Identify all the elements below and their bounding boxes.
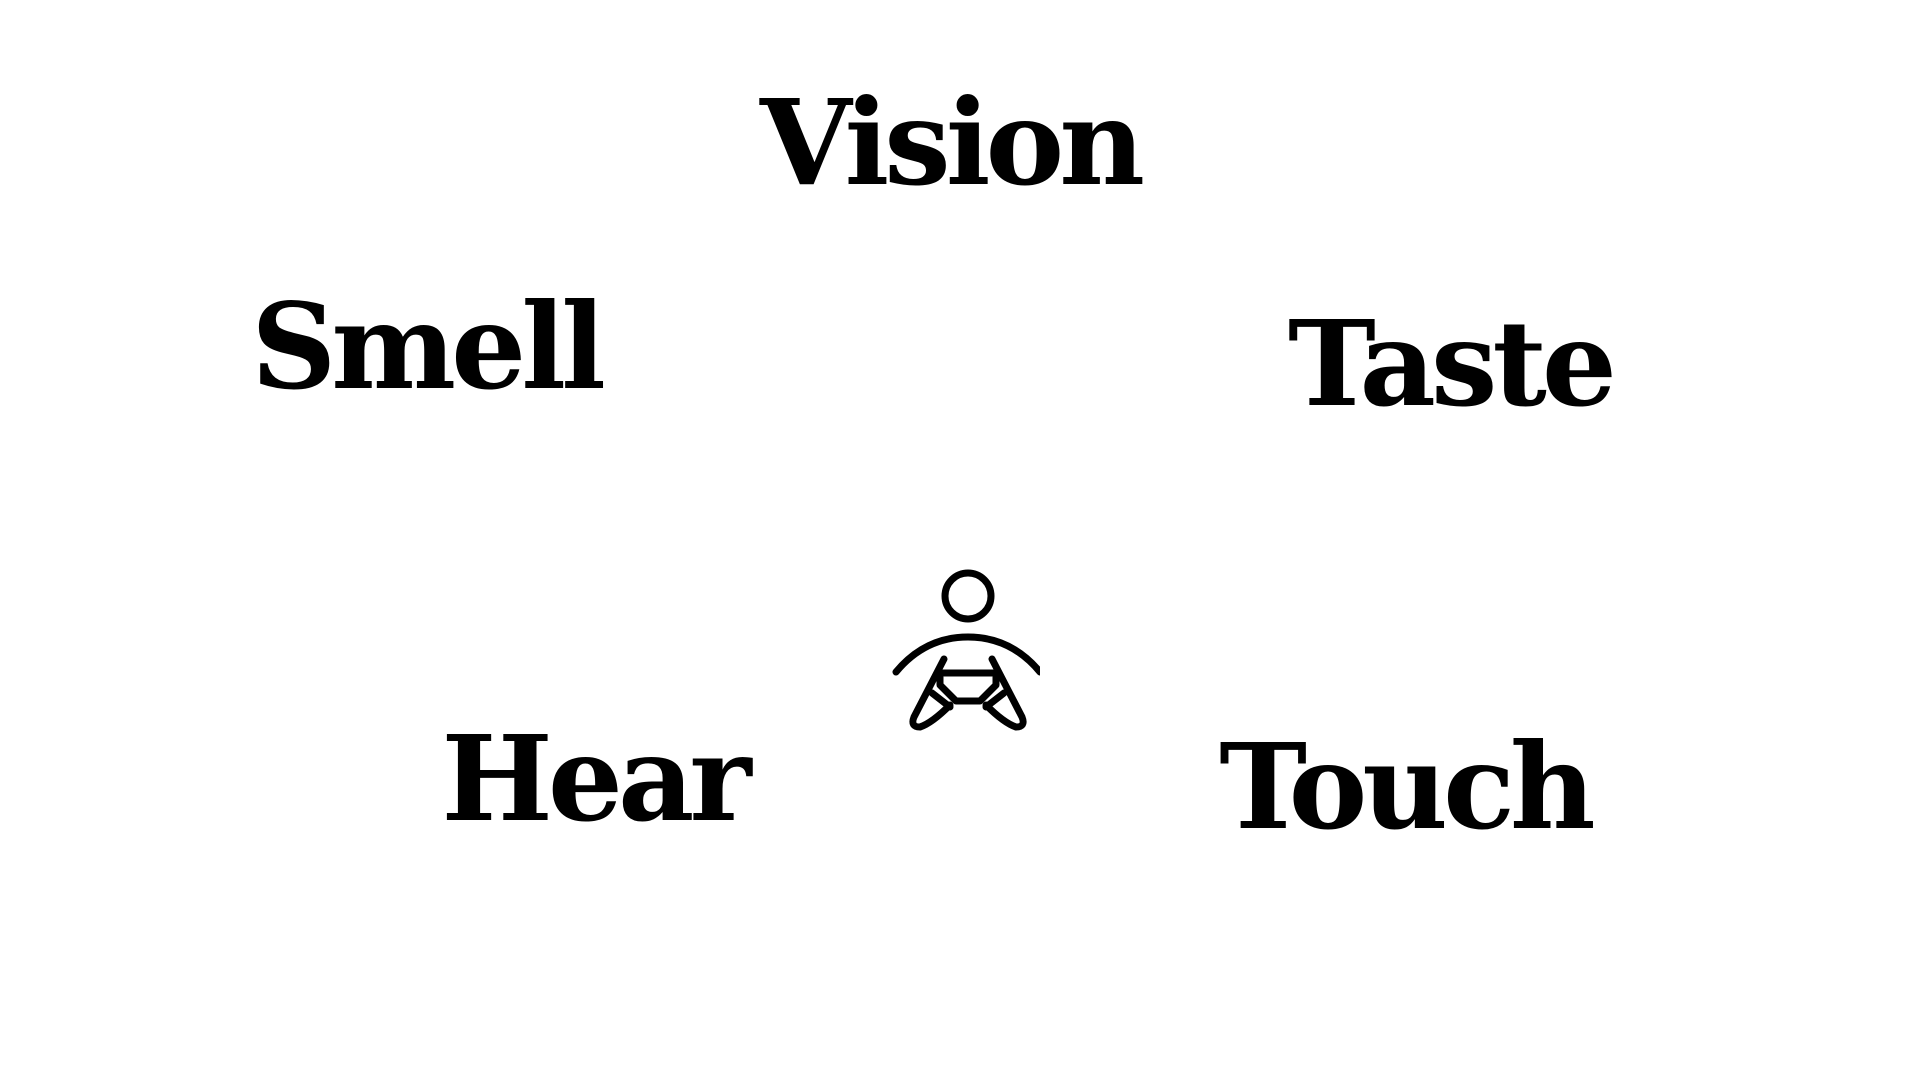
- figure-legs: [936, 673, 1000, 705]
- sense-label-hear: Hear: [441, 709, 751, 848]
- meditating-person-icon: [892, 569, 1040, 731]
- figure-torso: [909, 655, 954, 731]
- sense-label-vision: Vision: [759, 73, 1145, 212]
- figure-knee-right: [982, 689, 1008, 711]
- sense-label-touch: Touch: [1219, 717, 1595, 856]
- figure-head: [941, 569, 995, 623]
- sense-label-taste: Taste: [1288, 294, 1617, 433]
- figure-torso-right: [982, 655, 1027, 731]
- figure-arms: [892, 633, 1040, 676]
- figure-knee-left: [928, 689, 954, 711]
- sense-label-smell: Smell: [251, 277, 606, 416]
